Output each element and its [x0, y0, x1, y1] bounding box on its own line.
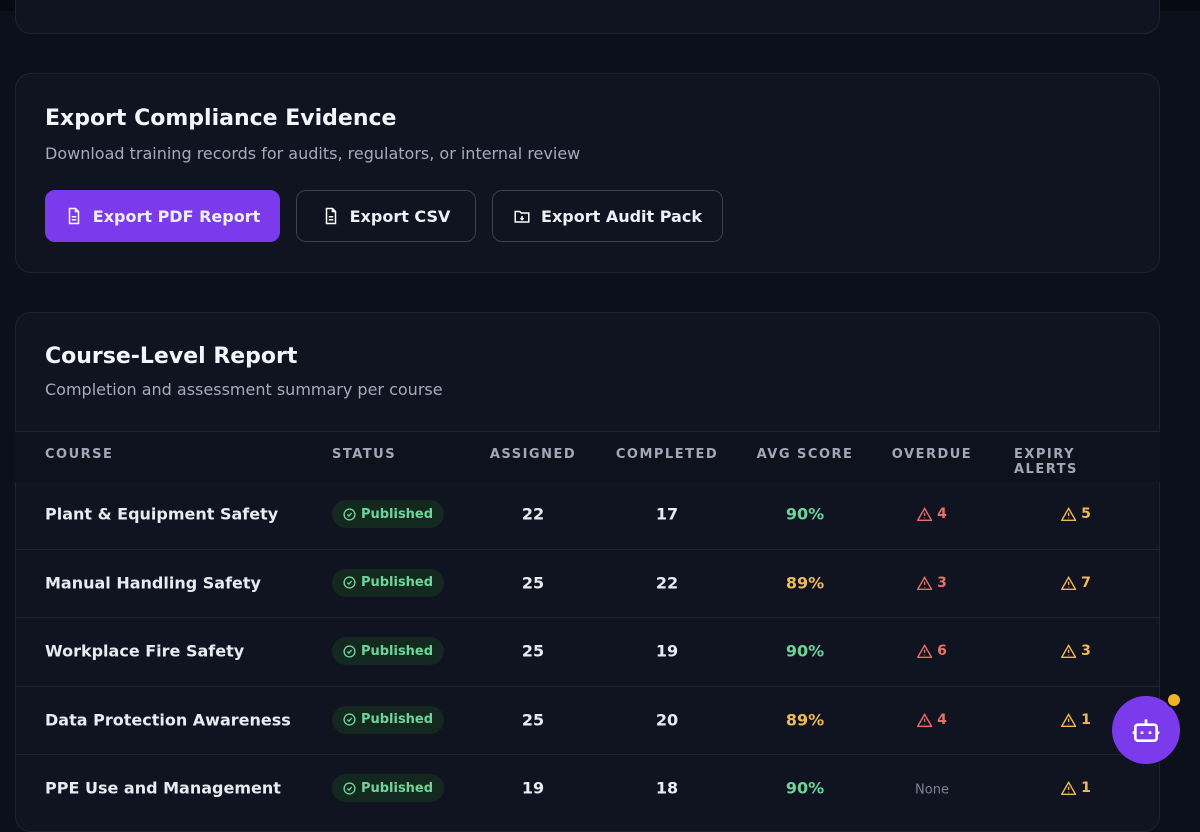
alert-value: 5 [1081, 506, 1091, 522]
warning-icon [1061, 575, 1077, 590]
file-icon [68, 207, 80, 225]
assigned: 25 [521, 641, 545, 661]
column-header: ASSIGNED [489, 447, 577, 462]
check-icon [343, 644, 356, 658]
alert-none: None [915, 782, 949, 798]
assigned: 19 [521, 778, 545, 798]
status-badge: Published [332, 568, 444, 597]
completed: 22 [655, 573, 679, 592]
page: Export Compliance Evidence Download trai… [15, 0, 1182, 832]
alert-count: 4 [917, 506, 947, 522]
alert-value: 3 [937, 574, 947, 591]
check-icon [343, 576, 356, 589]
alert-value: 3 [1081, 643, 1091, 659]
alert-count: 1 [1061, 712, 1091, 728]
export-card [15, 73, 1160, 273]
course-name: PPE Use and Management [45, 778, 281, 798]
check-icon [343, 713, 356, 726]
notification-dot [1166, 692, 1182, 708]
alert-count: 6 [917, 643, 947, 659]
bot-icon [1132, 719, 1160, 742]
avg-score: 90% [785, 641, 825, 661]
completed: 20 [655, 710, 679, 729]
completed: 17 [655, 504, 679, 524]
export-pdf-button[interactable]: Export PDF Report [45, 190, 280, 242]
button-label: Export PDF Report [92, 206, 261, 226]
table-header [15, 432, 1160, 482]
report-card [15, 312, 1160, 832]
button-label: Export CSV [349, 206, 451, 226]
column-header: STATUS [332, 447, 397, 462]
export-csv-button[interactable]: Export CSV [296, 190, 476, 242]
check-icon [343, 507, 356, 521]
folder-icon [514, 210, 530, 223]
assistant-button[interactable] [1112, 696, 1180, 764]
warning-icon [917, 712, 933, 727]
alert-value: 4 [937, 506, 947, 522]
warning-icon [917, 575, 933, 590]
button-label: Export Audit Pack [541, 206, 702, 226]
alert-count: 3 [917, 575, 947, 591]
avg-score: 90% [785, 778, 825, 798]
column-header: EXPIRY ALERTS [1014, 447, 1078, 477]
assigned: 22 [521, 504, 545, 524]
status-text: Published [360, 780, 434, 796]
course-name: Manual Handling Safety [45, 573, 261, 592]
file-icon [325, 207, 336, 225]
column-header: COMPLETED [615, 447, 719, 462]
alert-count: 1 [1061, 780, 1091, 796]
alert-value: 1 [1081, 780, 1091, 796]
export-audit-button[interactable]: Export Audit Pack [492, 190, 723, 242]
avg-score: 89% [785, 573, 825, 592]
status-badge: Published [332, 637, 444, 665]
alert-value: 4 [937, 711, 947, 728]
column-header: OVERDUE [891, 447, 973, 462]
alert-count: 7 [1061, 575, 1091, 591]
warning-icon [1061, 644, 1077, 658]
course-name: Data Protection Awareness [45, 710, 291, 729]
warning-icon [1061, 781, 1077, 795]
status-text: Published [360, 575, 434, 590]
row-divider [15, 754, 1160, 755]
course-name: Plant & Equipment Safety [45, 504, 279, 524]
row-divider [15, 548, 1160, 550]
divider [15, 431, 1160, 432]
completed: 18 [655, 778, 679, 798]
avg-score: 89% [785, 710, 825, 729]
alert-count: 5 [1061, 506, 1091, 522]
row-divider [15, 685, 1160, 687]
check-icon [343, 781, 356, 795]
export-subtitle: Download training records for audits, re… [45, 144, 581, 163]
status-text: Published [360, 712, 434, 727]
assigned: 25 [521, 573, 545, 592]
export-title: Export Compliance Evidence [45, 106, 397, 131]
status-badge: Published [332, 500, 444, 528]
previous-card [15, 0, 1160, 34]
status-text: Published [360, 506, 434, 522]
warning-icon [917, 507, 933, 521]
course-name: Workplace Fire Safety [45, 641, 245, 661]
status-badge: Published [332, 705, 444, 734]
assigned: 25 [521, 710, 545, 729]
warning-icon [1061, 507, 1077, 521]
row-divider [15, 617, 1160, 618]
warning-icon [917, 644, 933, 658]
alert-value: 6 [937, 643, 947, 659]
column-header: AVG SCORE [756, 447, 854, 462]
alert-count: 4 [917, 712, 947, 728]
status-badge: Published [332, 774, 444, 802]
status-text: Published [360, 643, 434, 659]
report-title: Course-Level Report [45, 344, 298, 369]
alert-value: 7 [1081, 574, 1091, 591]
report-subtitle: Completion and assessment summary per co… [45, 380, 443, 399]
avg-score: 90% [785, 504, 825, 524]
alert-count: 3 [1061, 643, 1091, 659]
column-header: COURSE [45, 447, 114, 462]
warning-icon [1061, 712, 1077, 727]
completed: 19 [655, 641, 679, 661]
alert-value: 1 [1081, 711, 1091, 728]
